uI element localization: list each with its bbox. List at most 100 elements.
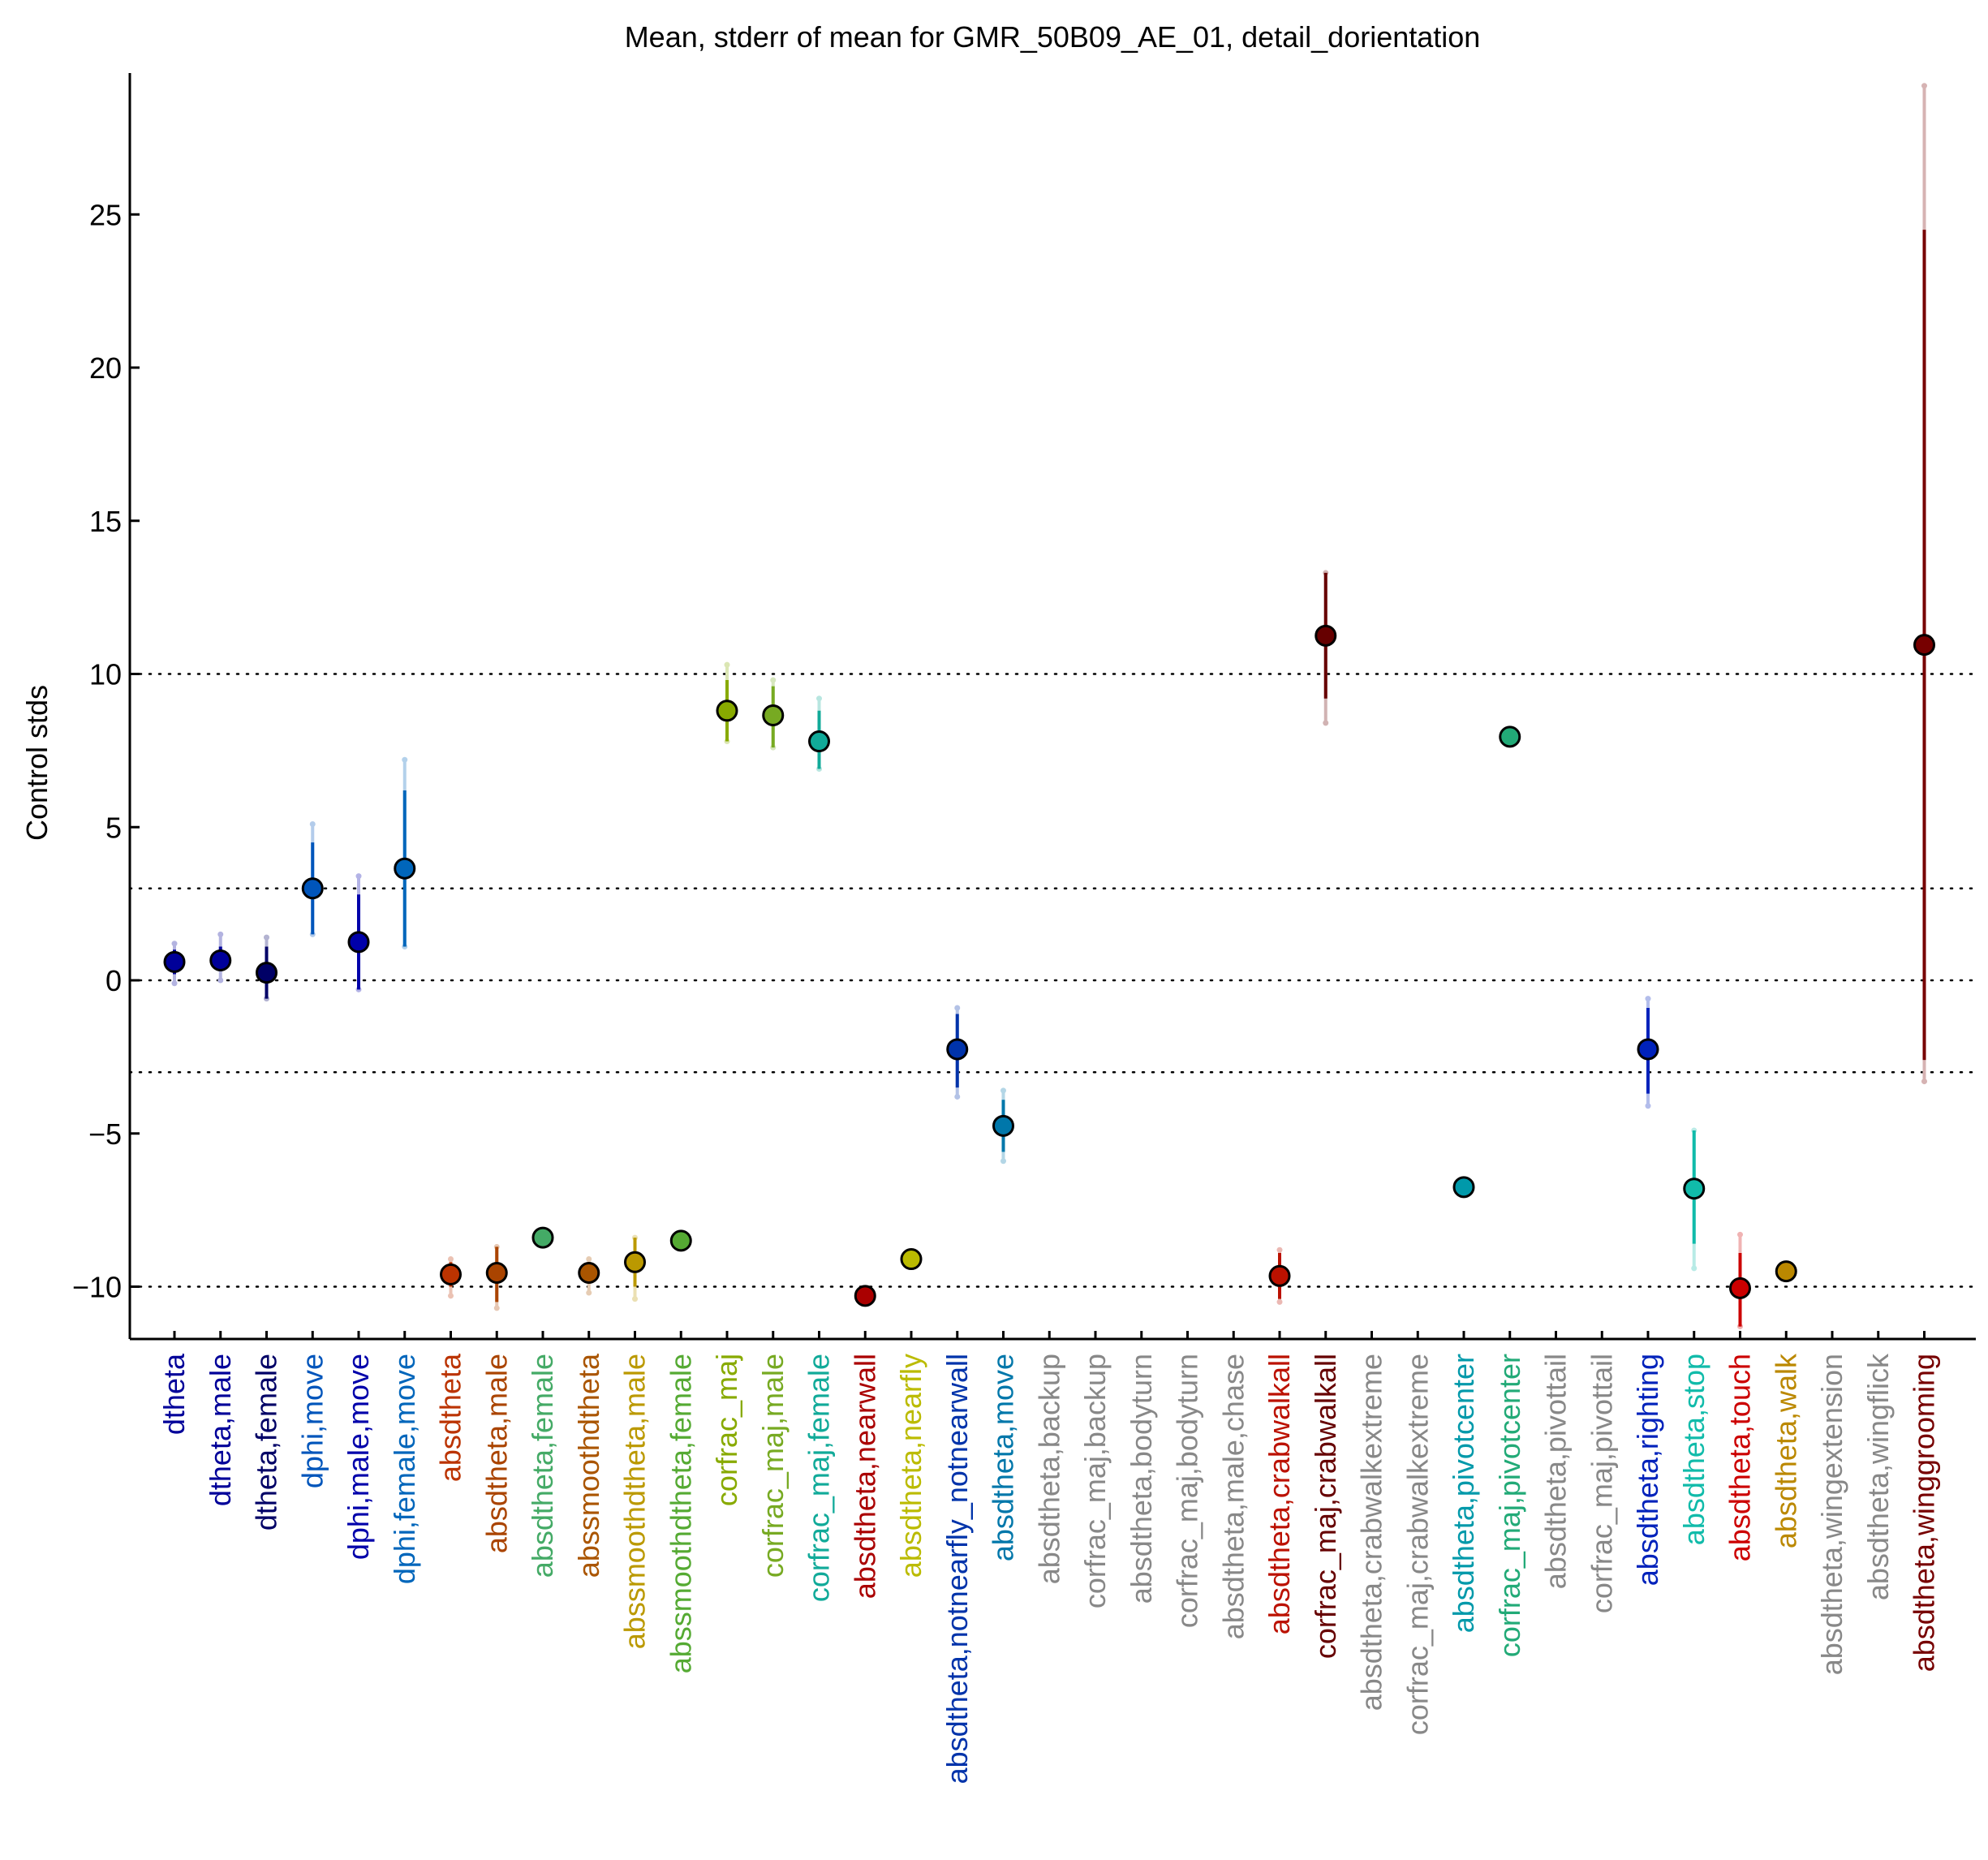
x-tick-label: dphi,move bbox=[295, 1354, 329, 1488]
data-point-group bbox=[1268, 1246, 1291, 1305]
ci-end bbox=[1276, 1298, 1283, 1305]
data-point-group bbox=[669, 1229, 692, 1252]
x-tick-label: absdtheta,notnearfly_notnearwall bbox=[940, 1354, 974, 1784]
x-tick-label: corfrac_maj,backup bbox=[1078, 1354, 1112, 1608]
x-tick-label: dphi,female,move bbox=[388, 1354, 421, 1584]
mean-point bbox=[1683, 1178, 1706, 1200]
mean-point bbox=[900, 1248, 923, 1271]
mean-point bbox=[1499, 725, 1521, 748]
data-point-group bbox=[163, 941, 186, 987]
x-tick-label: corfrac_maj,female bbox=[803, 1354, 836, 1602]
data-series bbox=[163, 83, 1935, 1330]
data-point-group bbox=[485, 1243, 508, 1311]
y-tick-label: 5 bbox=[105, 811, 122, 844]
chart-title: Mean, stderr of mean for GMR_50B09_AE_01… bbox=[625, 20, 1481, 54]
mean-point bbox=[1315, 624, 1337, 647]
ci-end bbox=[1276, 1246, 1283, 1253]
data-point-group bbox=[578, 1256, 600, 1296]
x-tick-label: corfrac_maj,crabwalkall bbox=[1309, 1354, 1342, 1659]
data-point-group bbox=[808, 695, 830, 773]
x-tick-label: dtheta,male bbox=[204, 1354, 237, 1506]
ci-end bbox=[586, 1290, 592, 1296]
mean-point bbox=[669, 1229, 692, 1252]
ci-end bbox=[816, 695, 822, 702]
x-tick-label: absdtheta,bodyturn bbox=[1125, 1354, 1158, 1604]
x-tick-label: absdtheta,nearfly bbox=[894, 1354, 927, 1578]
x-tick-label: absdtheta,walk bbox=[1769, 1353, 1802, 1548]
ci-end bbox=[1645, 1103, 1651, 1109]
mean-point bbox=[1637, 1038, 1659, 1061]
data-point-group bbox=[762, 677, 785, 751]
data-point-group bbox=[1775, 1260, 1797, 1283]
data-point-group bbox=[1729, 1231, 1751, 1330]
mean-point bbox=[301, 877, 324, 900]
ci-end bbox=[1323, 720, 1329, 726]
mean-point bbox=[624, 1251, 646, 1273]
y-ticks: −10 −5 0 5 10 15 20 25 bbox=[72, 198, 140, 1304]
ci-end bbox=[1645, 996, 1651, 1002]
x-tick-label: absdtheta,move bbox=[987, 1354, 1020, 1561]
data-point-group bbox=[531, 1226, 554, 1249]
ci-end bbox=[171, 980, 178, 987]
ci-end bbox=[586, 1256, 592, 1263]
y-tick-label: 15 bbox=[89, 505, 122, 538]
y-tick-label: 10 bbox=[89, 658, 122, 691]
mean-point bbox=[1729, 1277, 1751, 1299]
ci-end bbox=[217, 977, 224, 984]
x-tick-label: absdtheta,winggrooming bbox=[1908, 1354, 1941, 1672]
ci-end bbox=[770, 677, 777, 683]
ci-end bbox=[724, 661, 730, 668]
data-point-group bbox=[301, 820, 324, 937]
x-tick-label: absdtheta,backup bbox=[1032, 1354, 1065, 1584]
data-point-group bbox=[1683, 1127, 1706, 1272]
data-point-group bbox=[946, 1005, 969, 1100]
x-tick-label: absdtheta,pivottail bbox=[1539, 1354, 1573, 1589]
y-tick-label: 25 bbox=[89, 198, 122, 231]
x-tick-label: absdtheta,crabwalkall bbox=[1263, 1354, 1296, 1634]
x-tick-label: absdtheta,crabwalkextreme bbox=[1355, 1354, 1388, 1711]
mean-point bbox=[1913, 634, 1935, 657]
data-point-group bbox=[1913, 83, 1935, 1085]
mean-point bbox=[1775, 1260, 1797, 1283]
y-tick-label: 20 bbox=[89, 351, 122, 385]
x-tick-label: absdtheta,stop bbox=[1677, 1354, 1710, 1545]
mean-point bbox=[347, 931, 370, 954]
mean-point bbox=[992, 1114, 1014, 1137]
mean-point bbox=[163, 950, 186, 973]
x-tick-label: absdtheta,touch bbox=[1723, 1354, 1757, 1561]
ci-end bbox=[309, 820, 316, 827]
y-tick-label: −10 bbox=[72, 1271, 122, 1304]
mean-point bbox=[578, 1262, 600, 1285]
x-tick-label: absdtheta,male,chase bbox=[1216, 1354, 1250, 1639]
ci-end bbox=[402, 756, 408, 763]
ci-end bbox=[493, 1305, 500, 1311]
data-point-group bbox=[900, 1248, 923, 1271]
ci-end bbox=[632, 1296, 638, 1302]
mean-point bbox=[854, 1285, 876, 1307]
data-point-group bbox=[256, 934, 278, 1002]
ci-end bbox=[1000, 1158, 1006, 1165]
x-tick-label: corfrac_maj,pivottail bbox=[1585, 1354, 1618, 1613]
y-axis-label: Control stds bbox=[20, 685, 54, 841]
data-point-group bbox=[209, 931, 232, 984]
mean-point bbox=[209, 949, 232, 971]
data-point-group bbox=[1452, 1176, 1475, 1199]
data-point-group bbox=[1499, 725, 1521, 748]
x-tick-label: corfrac_maj,male bbox=[756, 1354, 790, 1578]
mean-point bbox=[946, 1038, 969, 1061]
ci-end bbox=[448, 1256, 454, 1263]
x-tick-label: absdtheta,righting bbox=[1631, 1354, 1664, 1586]
ci-end bbox=[355, 873, 362, 880]
data-point-group bbox=[394, 756, 416, 949]
mean-point bbox=[485, 1262, 508, 1285]
x-tick-label: corfrac_maj,bodyturn bbox=[1171, 1354, 1204, 1628]
ci-end bbox=[448, 1293, 454, 1299]
mean-point bbox=[440, 1263, 462, 1285]
ci-end bbox=[1000, 1087, 1006, 1094]
x-tick-label: abssmoothdtheta,female bbox=[664, 1354, 697, 1673]
ci-end bbox=[1921, 83, 1927, 89]
mean-point bbox=[256, 962, 278, 984]
mean-point bbox=[1268, 1264, 1291, 1287]
data-point-group bbox=[992, 1087, 1014, 1165]
